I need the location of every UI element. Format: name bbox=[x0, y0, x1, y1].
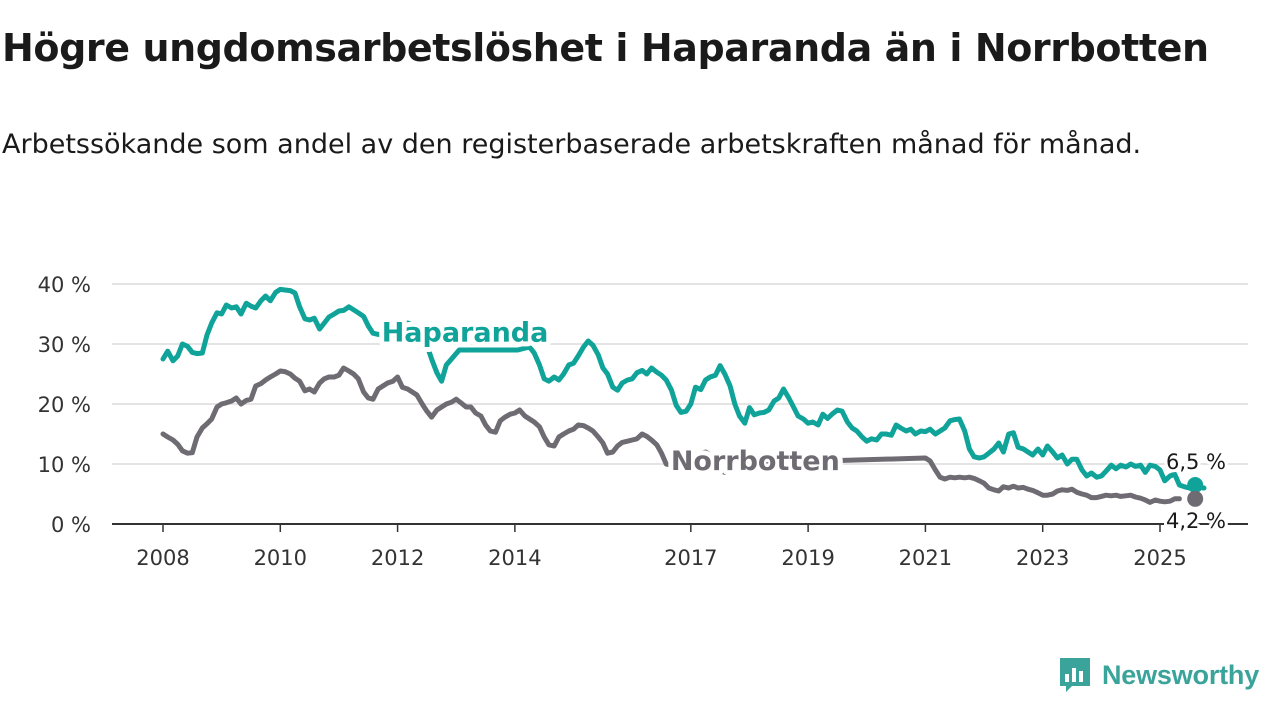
y-tick-label: 10 % bbox=[38, 453, 91, 477]
series-lines bbox=[160, 286, 1207, 507]
x-tick-label: 2012 bbox=[371, 546, 424, 570]
x-tick-label: 2023 bbox=[1016, 546, 1069, 570]
haparanda-series-label: Haparanda bbox=[382, 318, 549, 349]
x-tick-label: 2021 bbox=[899, 546, 952, 570]
brand-name: Newsworthy bbox=[1102, 659, 1260, 690]
x-tick-label: 2014 bbox=[488, 546, 541, 570]
x-tick-label: 2010 bbox=[254, 546, 307, 570]
norrbotten-end-point bbox=[1187, 490, 1204, 507]
x-tick-label: 2017 bbox=[664, 546, 717, 570]
norrbotten-label-halo: Norrbotten bbox=[671, 446, 840, 477]
y-tick-label: 0 % bbox=[51, 513, 91, 537]
x-tick-label: 2008 bbox=[136, 546, 189, 570]
norrbotten-end-label: 4,2 % bbox=[1166, 509, 1226, 533]
x-tick-label: 2025 bbox=[1133, 546, 1186, 570]
norrbotten-end-label-halo: 4,2 % bbox=[1166, 509, 1226, 533]
newsworthy-brand[interactable]: Newsworthy bbox=[1058, 654, 1259, 696]
haparanda-end-label: 6,5 % bbox=[1166, 450, 1226, 474]
newsworthy-logo-icon bbox=[1058, 656, 1092, 694]
norrbotten-series-label: Norrbotten bbox=[671, 446, 840, 477]
x-axis-tick-labels: 2008 2010 2012 2014 2017 2019 2021 2023 2025 bbox=[136, 524, 1187, 570]
norrbotten-series-line bbox=[160, 365, 1182, 505]
page-subtitle: Arbetssökande som andel av den registerb… bbox=[2, 129, 1142, 160]
haparanda-label-halo: Haparanda bbox=[382, 318, 549, 349]
line-chart: 0 % 10 % 20 % 30 % 40 % 2008 2010 2012 2014 2017… bbox=[38, 273, 1248, 570]
haparanda-end-label-halo: 6,5 % bbox=[1166, 450, 1226, 474]
y-tick-label: 20 % bbox=[38, 393, 91, 417]
haparanda-series-line bbox=[160, 286, 1207, 491]
y-tick-label: 30 % bbox=[38, 333, 91, 357]
y-tick-label: 40 % bbox=[38, 273, 91, 297]
x-tick-label: 2019 bbox=[781, 546, 834, 570]
page-title: Högre ungdomsarbetslöshet i Haparanda än… bbox=[2, 26, 1209, 70]
y-axis-tick-labels: 0 % 10 % 20 % 30 % 40 % bbox=[38, 273, 91, 537]
gridlines bbox=[112, 283, 1248, 525]
haparanda-end-point bbox=[1187, 477, 1204, 493]
